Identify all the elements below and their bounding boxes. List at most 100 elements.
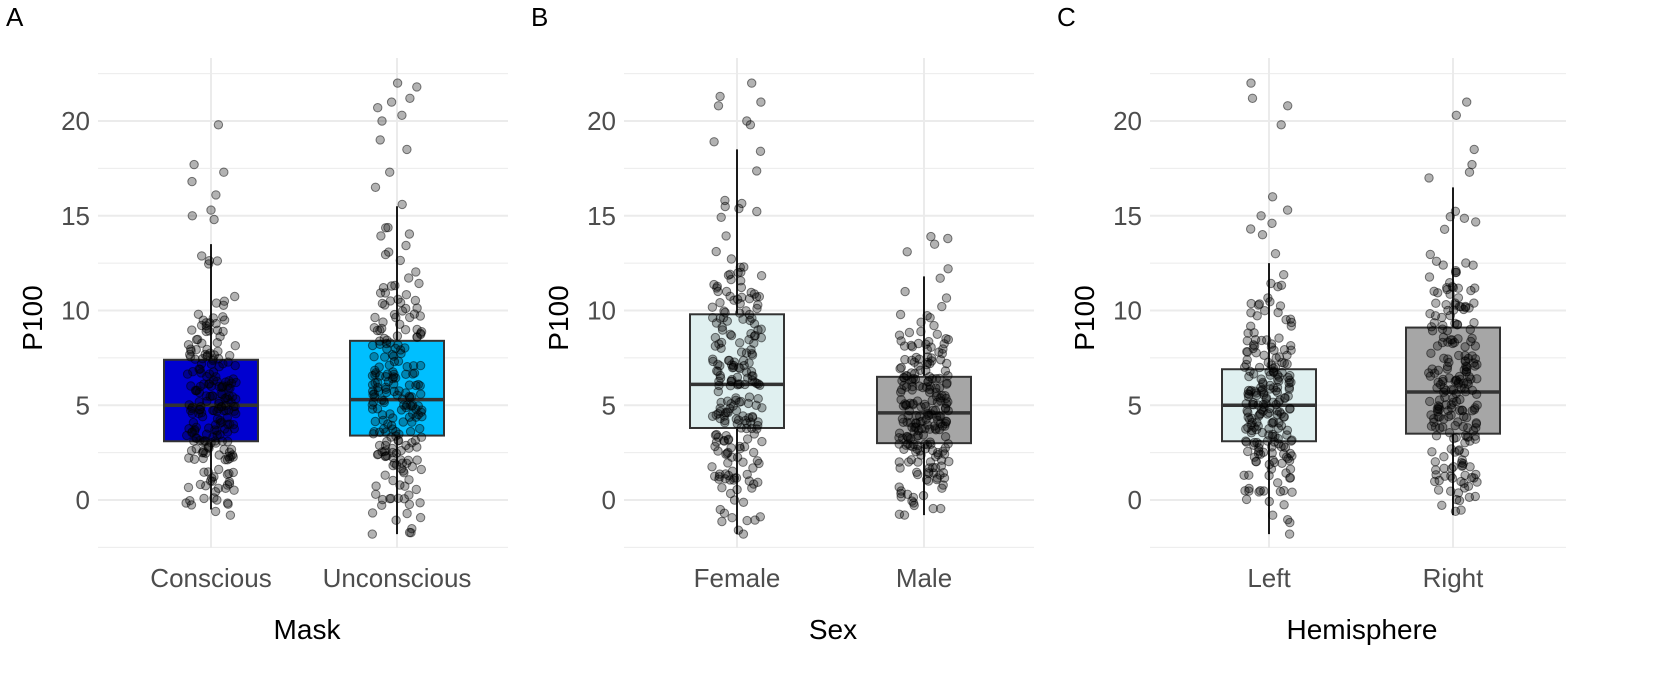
data-point [752, 206, 762, 217]
data-point [1254, 362, 1265, 373]
data-point [1439, 414, 1449, 424]
data-point [1241, 399, 1251, 409]
data-point [943, 397, 953, 407]
data-point [214, 450, 224, 460]
data-point [194, 397, 205, 407]
data-point [211, 190, 221, 200]
data-point [1442, 284, 1452, 295]
data-point [709, 279, 719, 290]
data-point [415, 360, 426, 371]
data-point [1454, 350, 1464, 361]
data-point [1256, 211, 1266, 221]
data-point [184, 453, 194, 463]
data-point [228, 401, 239, 412]
data-point [923, 352, 933, 362]
data-point [1470, 434, 1481, 444]
data-point [1252, 311, 1262, 321]
panel-a: 0 5 10 15 20 Conscious Unconscious Mask P100 [17, 58, 508, 645]
data-point [928, 503, 938, 514]
data-point [738, 497, 749, 507]
data-point [895, 309, 906, 320]
data-point [1243, 412, 1253, 422]
data-point [916, 317, 926, 327]
data-point [392, 390, 402, 400]
data-point [722, 448, 732, 459]
data-point [731, 405, 742, 416]
data-point [1284, 384, 1295, 394]
data-point [738, 529, 749, 539]
data-point [897, 376, 907, 386]
y-tick-label: 15 [587, 201, 616, 231]
data-point [936, 503, 946, 514]
data-point [213, 483, 224, 493]
data-point [725, 291, 735, 301]
data-point [1286, 321, 1297, 331]
data-point [219, 406, 229, 416]
data-point [1267, 192, 1278, 202]
panel-c: 0 5 10 15 20 Left Right Hemisphere P100 [1069, 58, 1566, 645]
data-point [748, 371, 758, 381]
data-point [726, 274, 736, 285]
data-point [1286, 317, 1297, 328]
data-point [896, 486, 906, 496]
data-point [378, 317, 388, 327]
data-point [373, 386, 384, 396]
data-point [1442, 326, 1453, 336]
data-point [1450, 298, 1460, 308]
data-point [756, 271, 767, 281]
data-point [188, 367, 198, 377]
data-point [1465, 462, 1475, 472]
data-point [201, 448, 211, 458]
data-point [1286, 436, 1296, 446]
data-point [912, 467, 922, 477]
data-point [747, 483, 757, 493]
data-point [367, 340, 378, 351]
data-point [727, 513, 737, 523]
data-point [216, 382, 227, 392]
data-point [1285, 404, 1295, 414]
data-point [937, 301, 947, 312]
data-point [187, 427, 198, 437]
data-point [908, 492, 919, 503]
data-point [1273, 397, 1284, 407]
data-point [739, 262, 749, 272]
data-point [1453, 488, 1464, 498]
data-point [746, 329, 756, 339]
x-tick-label-right: Right [1423, 563, 1484, 593]
data-point [1455, 405, 1465, 416]
data-point [213, 120, 224, 130]
data-point [918, 490, 929, 501]
data-point [415, 512, 426, 523]
data-point [940, 432, 951, 442]
data-point [218, 300, 229, 310]
data-point [382, 335, 392, 345]
data-point [1434, 395, 1445, 405]
data-point [1287, 487, 1297, 497]
data-point [1461, 413, 1472, 423]
data-point [1451, 432, 1461, 443]
data-point [1273, 478, 1283, 488]
data-point [395, 297, 406, 308]
data-point [231, 409, 241, 419]
data-point [1461, 387, 1471, 397]
data-point [230, 360, 240, 371]
data-point [1276, 120, 1286, 130]
data-point [748, 463, 758, 473]
data-point [1261, 394, 1271, 404]
data-point [1459, 448, 1470, 458]
data-point [900, 286, 910, 297]
data-point [393, 493, 403, 503]
data-point [193, 309, 204, 319]
data-point [922, 311, 932, 321]
data-point [378, 415, 388, 426]
data-point [399, 468, 409, 478]
data-point [409, 309, 420, 319]
data-point [182, 369, 193, 379]
data-point [1453, 283, 1464, 293]
data-point [375, 288, 386, 298]
data-point [1257, 385, 1268, 395]
data-point [1282, 205, 1293, 215]
data-point [716, 343, 726, 353]
data-point [1247, 93, 1258, 104]
data-point [737, 198, 747, 209]
